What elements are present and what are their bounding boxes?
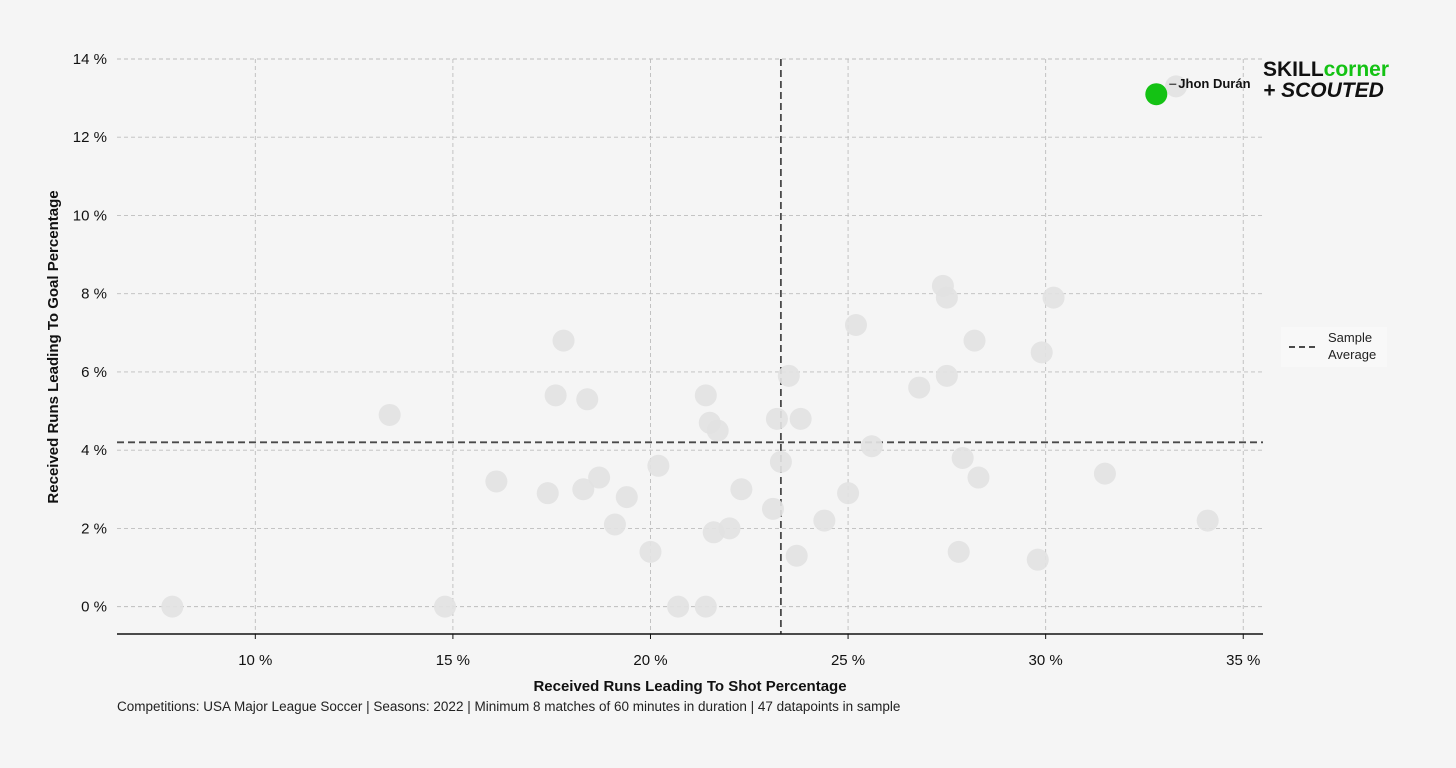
data-point (588, 466, 611, 489)
y-tick-label: 4 % (81, 442, 107, 459)
data-point (844, 313, 867, 336)
data-point (789, 407, 812, 430)
data-point (730, 478, 753, 501)
svg-text:SKILLcorner: SKILLcorner (1263, 58, 1389, 81)
data-point (1196, 509, 1219, 532)
data-point (967, 466, 990, 489)
logo-scouted-text: + SCOUTED (1263, 79, 1384, 102)
data-point (935, 364, 958, 387)
reference-lines (117, 59, 1263, 634)
data-point (947, 540, 970, 563)
logo-scouted: + SCOUTED (1263, 79, 1384, 102)
x-axis-label: Received Runs Leading To Shot Percentage (533, 678, 846, 695)
highlight-label: Jhon Durán (1178, 76, 1250, 91)
data-point (552, 329, 575, 352)
data-point (433, 595, 456, 618)
data-point (951, 446, 974, 469)
data-point (837, 482, 860, 505)
data-point (694, 384, 717, 407)
y-tick-label: 12 % (73, 129, 107, 146)
data-point (615, 486, 638, 509)
data-point (813, 509, 836, 532)
x-tick-label: 30 % (1029, 652, 1063, 669)
legend-entry: Sample (1328, 330, 1372, 345)
data-point (667, 595, 690, 618)
x-tick-label: 10 % (238, 652, 272, 669)
data-point (908, 376, 931, 399)
brand-logo: SKILLcorner + SCOUTED (1263, 58, 1389, 102)
data-point (935, 286, 958, 309)
y-axis-label: Received Runs Leading To Goal Percentage (45, 190, 62, 503)
data-point (1030, 341, 1053, 364)
legend-entry: Average (1328, 347, 1376, 362)
data-point (378, 403, 401, 426)
data-point (639, 540, 662, 563)
y-tick-label: 2 % (81, 520, 107, 537)
data-point (544, 384, 567, 407)
legend-box (1281, 327, 1387, 367)
data-point (1042, 286, 1065, 309)
legend: Sample Average (1281, 327, 1387, 367)
data-point (860, 435, 883, 458)
data-point (536, 482, 559, 505)
y-tick-label: 8 % (81, 286, 107, 303)
data-point (718, 517, 741, 540)
y-tick-label: 14 % (73, 51, 107, 68)
data-point (603, 513, 626, 536)
data-point (777, 364, 800, 387)
grid-layer (117, 58, 1263, 634)
data-point (785, 544, 808, 567)
y-tick-label: 6 % (81, 364, 107, 381)
x-tick-label: 20 % (633, 652, 667, 669)
data-point (706, 419, 729, 442)
data-point (761, 497, 784, 520)
axes: 0 % 2 % 4 % 6 % 8 % 10 % 12 % 14 % 10 % 15 % 20 % 2… (73, 51, 1263, 669)
data-point (963, 329, 986, 352)
data-point (1093, 462, 1116, 485)
x-tick-label: 25 % (831, 652, 865, 669)
data-point (769, 450, 792, 473)
y-tick-label: 10 % (73, 207, 107, 224)
data-point (161, 595, 184, 618)
data-point (576, 388, 599, 411)
logo-skill: SKILL (1263, 58, 1324, 81)
data-points: Jhon Durán (161, 75, 1251, 618)
footer-note: Competitions: USA Major League Soccer | … (117, 699, 900, 714)
logo-corner: corner (1324, 58, 1389, 81)
y-tick-label: 0 % (81, 599, 107, 616)
data-point (765, 407, 788, 430)
data-point (647, 454, 670, 477)
data-point (572, 478, 595, 501)
data-point (1026, 548, 1049, 571)
data-point (485, 470, 508, 493)
x-tick-label: 35 % (1226, 652, 1260, 669)
data-point (694, 595, 717, 618)
highlight-point (1145, 83, 1168, 106)
data-point (1165, 75, 1188, 98)
x-tick-label: 15 % (436, 652, 470, 669)
